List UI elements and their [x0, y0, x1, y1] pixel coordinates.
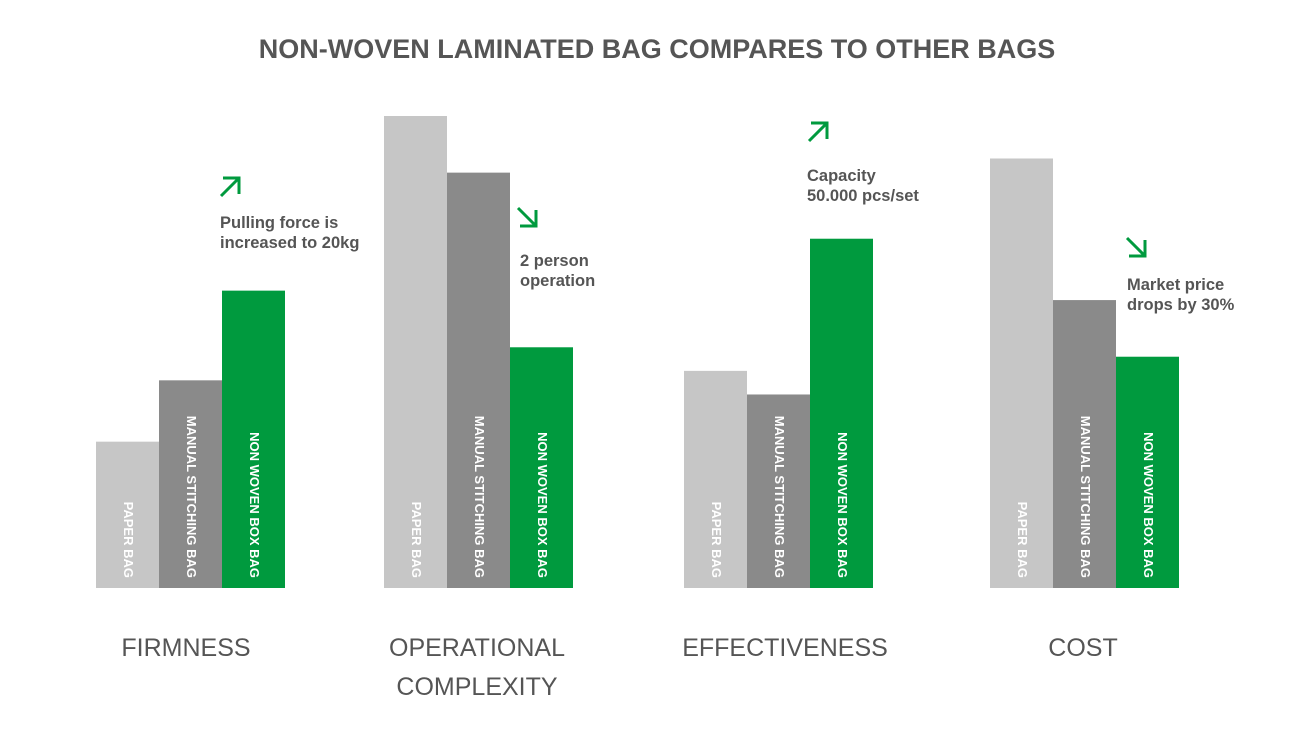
annotation-text: Capacity: [807, 167, 877, 185]
bar: [684, 370, 747, 588]
bar: [1053, 300, 1116, 588]
bar-series-label: MANUAL STITCHING BAG: [1078, 416, 1093, 578]
arrow-up-right-icon: [219, 176, 241, 198]
bar-series-label: NON WOVEN BOX BAG: [835, 432, 850, 578]
bar-series-label: NON WOVEN BOX BAG: [1141, 432, 1156, 578]
bar: [447, 172, 510, 588]
category-group: PAPER BAG MANUAL STITCHING BAG NON WOVEN B…: [990, 158, 1235, 662]
bar-series-label: MANUAL STITCHING BAG: [184, 416, 199, 578]
arrow-down-right-icon: [516, 206, 538, 228]
category-label: EFFECTIVENESS: [682, 634, 888, 662]
category-label: COMPLEXITY: [396, 673, 557, 701]
bar: [990, 158, 1053, 589]
bar-series-label: PAPER BAG: [121, 502, 136, 578]
chart-title: NON-WOVEN LAMINATED BAG COMPARES TO OTHE…: [259, 34, 1056, 64]
bar: [810, 238, 873, 588]
category-label: OPERATIONAL: [389, 634, 565, 662]
annotation-text: Market price: [1127, 276, 1224, 294]
bar-series-label: MANUAL STITCHING BAG: [772, 416, 787, 578]
category-label: FIRMNESS: [121, 634, 250, 662]
bar: [510, 347, 573, 588]
bar-series-label: PAPER BAG: [1015, 502, 1030, 578]
arrow-up-right-icon: [807, 121, 829, 143]
annotation-text: 50.000 pcs/set: [807, 187, 919, 205]
annotation-text: increased to 20kg: [220, 234, 359, 252]
bar-series-label: NON WOVEN BOX BAG: [535, 432, 550, 578]
category-group: PAPER BAG MANUAL STITCHING BAG NON WOVEN B…: [96, 176, 359, 662]
arrow-down-right-icon: [1125, 236, 1147, 258]
bar: [747, 394, 810, 588]
annotation-text: operation: [520, 272, 595, 290]
bar: [384, 116, 447, 588]
category-label: COST: [1048, 634, 1117, 662]
annotation-text: drops by 30%: [1127, 296, 1235, 314]
bar: [159, 380, 222, 588]
category-group: PAPER BAG MANUAL STITCHING BAG NON WOVEN B…: [384, 116, 595, 701]
bar-series-label: NON WOVEN BOX BAG: [247, 432, 262, 578]
annotation-text: 2 person: [520, 252, 589, 270]
category-group: PAPER BAG MANUAL STITCHING BAG NON WOVEN B…: [682, 121, 919, 662]
bar-series-label: PAPER BAG: [409, 502, 424, 578]
bar: [222, 290, 285, 588]
bar-series-label: MANUAL STITCHING BAG: [472, 416, 487, 578]
bar: [1116, 356, 1179, 588]
bar-series-label: PAPER BAG: [709, 502, 724, 578]
bar: [96, 441, 159, 588]
annotation-text: Pulling force is: [220, 214, 338, 232]
